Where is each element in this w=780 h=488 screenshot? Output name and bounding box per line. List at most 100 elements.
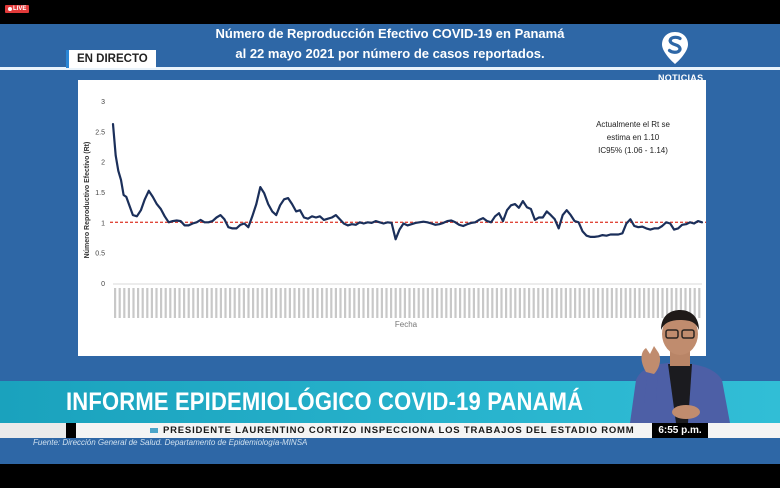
x-tick-label <box>196 288 199 318</box>
x-tick-label <box>468 288 471 318</box>
x-tick-label <box>440 288 443 318</box>
x-tick-label <box>376 288 379 318</box>
x-tick-label <box>252 288 255 318</box>
x-tick-label <box>321 288 324 318</box>
ticker-headline: PRESIDENTE LAURENTINO CORTIZO INSPECCION… <box>150 424 634 437</box>
x-tick-label <box>555 288 558 318</box>
x-tick-label <box>689 288 692 318</box>
x-tick-label <box>238 288 241 318</box>
x-tick-label <box>201 288 204 318</box>
y-tick-label: 0.5 <box>95 251 105 258</box>
x-tick-label <box>652 288 655 318</box>
x-tick-label <box>518 288 521 318</box>
x-tick-label <box>150 288 153 318</box>
x-tick-label <box>146 288 149 318</box>
channel-logo-icon <box>660 30 690 66</box>
x-tick-label <box>256 288 259 318</box>
x-tick-label <box>551 288 554 318</box>
x-tick-label <box>436 288 439 318</box>
y-axis-label: Número Reproductivo Efectivo (Rt) <box>84 142 91 259</box>
x-tick-label <box>293 288 296 318</box>
x-tick-label <box>265 288 268 318</box>
x-tick-label <box>541 288 544 318</box>
x-tick-label <box>155 288 158 318</box>
x-tick-label <box>178 288 181 318</box>
x-tick-label <box>302 288 305 318</box>
rt-annotation: Actualmente el Rt se estima en 1.10 IC95… <box>568 118 698 157</box>
channel-logo-text: NOTICIAS <box>658 73 704 83</box>
x-tick-label <box>403 288 406 318</box>
x-tick-label <box>454 288 457 318</box>
x-tick-label <box>624 288 627 318</box>
x-tick-label <box>693 288 696 318</box>
rt-line-chart: 0 0.5 1 1.5 2 2.5 3 Número Reproductivo Efectiv… <box>84 99 706 329</box>
source-caption: Fuente: Dirección General de Salud. Depa… <box>33 438 308 447</box>
x-tick-label <box>647 288 650 318</box>
x-tick-label <box>183 288 186 318</box>
y-tick-label: 3 <box>101 99 105 106</box>
x-tick-label <box>339 288 342 318</box>
ticker-bullet-icon <box>150 427 158 433</box>
x-tick-label <box>661 288 664 318</box>
live-dot-icon <box>8 7 12 11</box>
x-tick-label <box>597 288 600 318</box>
live-badge: LIVE <box>5 5 30 13</box>
x-tick-label <box>574 288 577 318</box>
x-tick-label <box>270 288 273 318</box>
x-tick-label <box>459 288 462 318</box>
annotation-line3: IC95% (1.06 - 1.14) <box>598 146 668 155</box>
x-tick-label <box>298 288 301 318</box>
x-tick-label <box>629 288 632 318</box>
annotation-line2: estima en 1.10 <box>606 133 660 142</box>
x-tick-label <box>505 288 508 318</box>
x-tick-label <box>495 288 498 318</box>
x-tick-label <box>422 288 425 318</box>
x-tick-label <box>537 288 540 318</box>
x-tick-label <box>330 288 333 318</box>
chart-title-line2: al 22 mayo 2021 por número de casos repo… <box>235 46 545 61</box>
x-tick-label <box>385 288 388 318</box>
en-directo-tag: EN DIRECTO <box>66 50 156 68</box>
x-tick-label <box>233 288 236 318</box>
x-tick-label <box>160 288 163 318</box>
x-tick-label <box>399 288 402 318</box>
x-tick-label <box>390 288 393 318</box>
y-tick-label: 1 <box>101 220 105 227</box>
x-tick-label <box>316 288 319 318</box>
rt-series-line <box>111 122 704 241</box>
x-tick-label <box>606 288 609 318</box>
x-tick-label <box>486 288 489 318</box>
x-tick-label <box>679 288 682 318</box>
x-tick-label <box>307 288 310 318</box>
x-tick-label <box>173 288 176 318</box>
x-tick-label <box>362 288 365 318</box>
x-tick-label <box>564 288 567 318</box>
x-tick-label <box>528 288 531 318</box>
x-tick-label <box>509 288 512 318</box>
x-tick-label <box>279 288 282 318</box>
x-tick-label <box>472 288 475 318</box>
lower-third-title: INFORME EPIDEMIOLÓGICO COVID-19 PANAMÁ <box>66 388 584 416</box>
news-ticker <box>0 423 780 438</box>
x-tick-label <box>413 288 416 318</box>
x-tick-label <box>482 288 485 318</box>
x-tick-label <box>408 288 411 318</box>
x-tick-label <box>169 288 172 318</box>
x-tick-label <box>431 288 434 318</box>
x-tick-label <box>242 288 245 318</box>
x-tick-label <box>137 288 140 318</box>
x-tick-label <box>560 288 563 318</box>
x-tick-label <box>592 288 595 318</box>
x-tick-label <box>367 288 370 318</box>
x-tick-label <box>615 288 618 318</box>
broadcast-clock: 6:55 p.m. <box>652 423 708 438</box>
x-tick-label <box>638 288 641 318</box>
x-tick-label <box>500 288 503 318</box>
x-tick-label <box>670 288 673 318</box>
ticker-headline-text: PRESIDENTE LAURENTINO CORTIZO INSPECCION… <box>163 425 635 436</box>
y-tick-label: 2.5 <box>95 129 105 136</box>
x-tick-label <box>192 288 195 318</box>
x-tick-label <box>229 288 232 318</box>
x-tick-label <box>127 288 130 318</box>
x-tick-label <box>348 288 351 318</box>
